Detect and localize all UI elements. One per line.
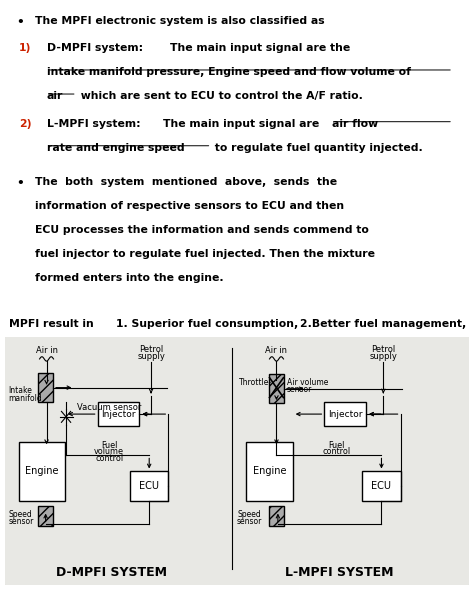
Text: 1): 1) [18, 43, 31, 53]
Text: L-MPFI system:: L-MPFI system: [46, 119, 140, 129]
Text: D-MPFI system:: D-MPFI system: [46, 43, 143, 53]
Text: formed enters into the engine.: formed enters into the engine. [35, 273, 224, 283]
Text: The main input signal are: The main input signal are [163, 119, 319, 129]
Text: 4. Reduce pollution.: 4. Reduce pollution. [300, 343, 423, 353]
Bar [269, 374, 284, 403]
Bar [269, 506, 284, 525]
Text: intake manifold pressure, Engine speed and flow volume of: intake manifold pressure, Engine speed a… [46, 67, 410, 77]
Text: Petrol: Petrol [139, 345, 163, 353]
Text: control: control [323, 447, 351, 456]
Text: Injector: Injector [328, 410, 363, 418]
Text: 1. Superior fuel consumption,: 1. Superior fuel consumption, [116, 319, 299, 329]
Text: sensor: sensor [9, 517, 34, 526]
Text: volume: volume [94, 447, 124, 456]
Text: control: control [95, 454, 123, 463]
Text: ECU: ECU [372, 481, 392, 491]
Text: air flow: air flow [332, 119, 378, 129]
Text: which are sent to ECU to control the A/F ratio.: which are sent to ECU to control the A/F… [77, 92, 363, 102]
Text: The MPFI electronic system is also classified as: The MPFI electronic system is also class… [35, 15, 325, 25]
Text: fuel injector to regulate fuel injected. Then the mixture: fuel injector to regulate fuel injected.… [35, 249, 375, 259]
Text: sensor: sensor [237, 517, 263, 526]
Text: 2): 2) [18, 119, 31, 129]
Text: Injector: Injector [101, 410, 136, 418]
Text: rate and engine speed: rate and engine speed [46, 143, 184, 153]
FancyBboxPatch shape [98, 402, 139, 426]
Text: L-MPFI SYSTEM: L-MPFI SYSTEM [285, 566, 393, 579]
FancyBboxPatch shape [2, 334, 472, 588]
Text: to regulate fuel quantity injected.: to regulate fuel quantity injected. [211, 143, 423, 153]
FancyBboxPatch shape [363, 472, 401, 501]
Bar [38, 374, 53, 402]
Text: Vacuum sensor: Vacuum sensor [77, 403, 141, 412]
Text: Air in: Air in [265, 346, 288, 355]
Text: ECU processes the information and sends commend to: ECU processes the information and sends … [35, 225, 369, 235]
Text: Throttle-: Throttle- [239, 378, 273, 387]
Text: supply: supply [369, 352, 397, 361]
Text: Engine: Engine [25, 466, 59, 476]
Text: sensor: sensor [287, 385, 312, 394]
FancyBboxPatch shape [246, 441, 293, 501]
Text: Intake: Intake [9, 387, 32, 395]
Text: 2.Better fuel management,: 2.Better fuel management, [300, 319, 466, 329]
Text: Speed: Speed [237, 510, 261, 519]
Text: supply: supply [137, 352, 165, 361]
Text: Fuel: Fuel [101, 440, 118, 450]
Text: air: air [46, 92, 63, 102]
Text: MPFI result in: MPFI result in [9, 319, 94, 329]
Text: Fuel: Fuel [328, 440, 345, 450]
Text: Petrol: Petrol [371, 345, 395, 353]
Text: D-MPFI SYSTEM: D-MPFI SYSTEM [56, 566, 167, 579]
Text: The main input signal are the: The main input signal are the [170, 43, 350, 53]
Bar [38, 506, 53, 525]
Text: •: • [16, 177, 24, 190]
FancyBboxPatch shape [324, 402, 366, 426]
Text: Engine: Engine [253, 466, 286, 476]
Text: ECU: ECU [139, 481, 159, 491]
FancyBboxPatch shape [18, 441, 65, 501]
FancyBboxPatch shape [130, 472, 168, 501]
Text: Air in: Air in [36, 346, 57, 355]
Text: manifold: manifold [9, 394, 42, 403]
Text: The  both  system  mentioned  above,  sends  the: The both system mentioned above, sends t… [35, 177, 337, 187]
Text: Speed: Speed [9, 510, 32, 519]
Text: Air volume: Air volume [287, 378, 328, 387]
Text: 3.Better engine performance,: 3.Better engine performance, [116, 343, 299, 353]
Text: •: • [16, 15, 24, 28]
Text: information of respective sensors to ECU and then: information of respective sensors to ECU… [35, 201, 344, 211]
